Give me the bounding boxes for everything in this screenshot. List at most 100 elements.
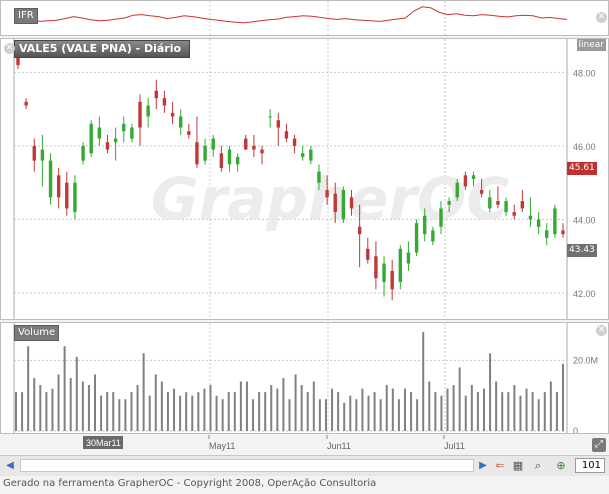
- close-ifr-icon[interactable]: ✕: [596, 12, 607, 23]
- candle-body: [268, 116, 272, 118]
- candle-body: [447, 201, 451, 205]
- candle-body: [276, 120, 280, 128]
- candle-body: [211, 138, 215, 150]
- candle-body: [195, 142, 199, 165]
- candle-body: [252, 145, 256, 150]
- candle-body: [170, 112, 175, 117]
- candle-body: [471, 175, 476, 179]
- candle-body: [357, 226, 362, 235]
- ifr-label: IFR: [14, 8, 38, 24]
- chart-title: VALE5 (VALE PNA) - Diário: [14, 40, 191, 58]
- close-volume-icon[interactable]: ✕: [596, 325, 607, 336]
- zoom-in-icon[interactable]: ⊕: [556, 459, 566, 472]
- x-tick-label: Jun11: [327, 441, 351, 451]
- candle-body: [374, 256, 378, 279]
- candle-body: [244, 138, 248, 150]
- candle-body: [463, 175, 468, 187]
- ifr-series-line: [13, 6, 568, 24]
- candle-body: [398, 248, 403, 282]
- candle-body: [512, 212, 516, 216]
- candle-body: [406, 252, 411, 264]
- candle-body: [73, 182, 77, 213]
- candle-body: [545, 230, 549, 238]
- price-tick-label: 44.00: [573, 215, 596, 225]
- candle-body: [414, 223, 419, 253]
- candle-body: [154, 90, 158, 99]
- candle-body: [292, 138, 297, 146]
- candle-body: [382, 263, 386, 282]
- candle-body: [561, 230, 565, 235]
- candle-body: [301, 153, 305, 157]
- candle-body: [333, 193, 337, 213]
- candle-body: [81, 145, 85, 161]
- candle-body: [260, 149, 264, 154]
- vol-tick-label: 0: [573, 426, 578, 433]
- candle-body: [146, 105, 150, 117]
- candle-body: [390, 270, 394, 290]
- candle-body: [317, 171, 321, 183]
- candle-body: [423, 215, 427, 235]
- volume-label: Volume: [14, 325, 60, 341]
- candle-body: [97, 127, 102, 139]
- candle-body: [227, 149, 232, 165]
- candle-body: [48, 160, 53, 198]
- close-price-icon[interactable]: ✕: [4, 43, 15, 54]
- candle-body: [553, 208, 557, 235]
- candle-body: [284, 131, 289, 139]
- candle-body: [113, 138, 118, 143]
- candle-body: [341, 190, 346, 220]
- scale-button[interactable]: linear: [576, 39, 606, 51]
- fit-icon[interactable]: ⤢: [592, 438, 606, 452]
- candle-body: [32, 145, 36, 161]
- price-tick-label: 46.00: [573, 142, 596, 152]
- price-panel: 42.00 44.00 46.00 48.00 GrapherOC VALE5 (VAL…: [0, 38, 609, 320]
- chart-icon[interactable]: ▦: [512, 459, 524, 472]
- candle-body: [325, 190, 329, 198]
- candle-body: [105, 142, 110, 150]
- candle-body: [536, 219, 541, 227]
- price-tick-label: 48.00: [573, 68, 596, 78]
- candle-body: [130, 127, 134, 139]
- x-start-label: 30Mar11: [86, 438, 121, 448]
- candle-body: [178, 116, 183, 128]
- watermark: GrapherOC: [151, 165, 509, 233]
- candle-body: [162, 98, 167, 106]
- ifr-chart: [13, 1, 568, 35]
- candle-body: [479, 190, 484, 194]
- footer-credit: Gerado na ferramenta GrapherOC - Copyrig…: [3, 478, 377, 489]
- candle-body: [431, 230, 435, 242]
- candle-body: [187, 131, 191, 135]
- candle-body: [235, 156, 240, 165]
- candle-body: [528, 215, 533, 220]
- min-price-tag: 43.43: [567, 244, 597, 257]
- candle-body: [203, 145, 207, 161]
- vol-tick-label: 20.0M: [573, 355, 598, 365]
- left-arrow-icon[interactable]: ◀: [6, 460, 14, 471]
- candle-body: [455, 182, 459, 198]
- candle-body: [496, 201, 500, 205]
- price-tick-label: 42.00: [573, 289, 596, 299]
- candle-body: [65, 182, 69, 209]
- x-tick-label: May11: [209, 441, 235, 451]
- candle-body: [56, 175, 61, 198]
- zoom-out-icon[interactable]: ⌕: [534, 459, 542, 472]
- right-arrow-icon[interactable]: ▶: [479, 460, 487, 471]
- candle-body: [488, 197, 492, 209]
- candle-body: [40, 149, 45, 161]
- candle-body: [520, 201, 525, 209]
- pan-left-icon[interactable]: ⇐: [495, 459, 505, 472]
- last-price-tag: 45.61: [567, 162, 597, 175]
- candle-body: [439, 208, 443, 227]
- x-start-tag-bg: [83, 436, 123, 449]
- scroll-track[interactable]: [20, 459, 474, 472]
- candle-body: [366, 248, 370, 260]
- ifr-panel: IFR ✕: [0, 0, 609, 36]
- volume-panel: 0 20.0M Volume ✕: [0, 322, 609, 434]
- zoom-input[interactable]: 101: [575, 458, 605, 473]
- candle-body: [89, 123, 93, 154]
- candle-body: [138, 101, 142, 128]
- x-axis: 30Mar11 May11 Jun11 Jul11: [83, 435, 465, 451]
- candle-body: [24, 101, 28, 106]
- scroll-bar: ◀ ▶ ⇐ ▦ ⌕ ⊕ 101: [0, 455, 609, 476]
- price-chart: 42.00 44.00 46.00 48.00 GrapherOC: [13, 39, 596, 319]
